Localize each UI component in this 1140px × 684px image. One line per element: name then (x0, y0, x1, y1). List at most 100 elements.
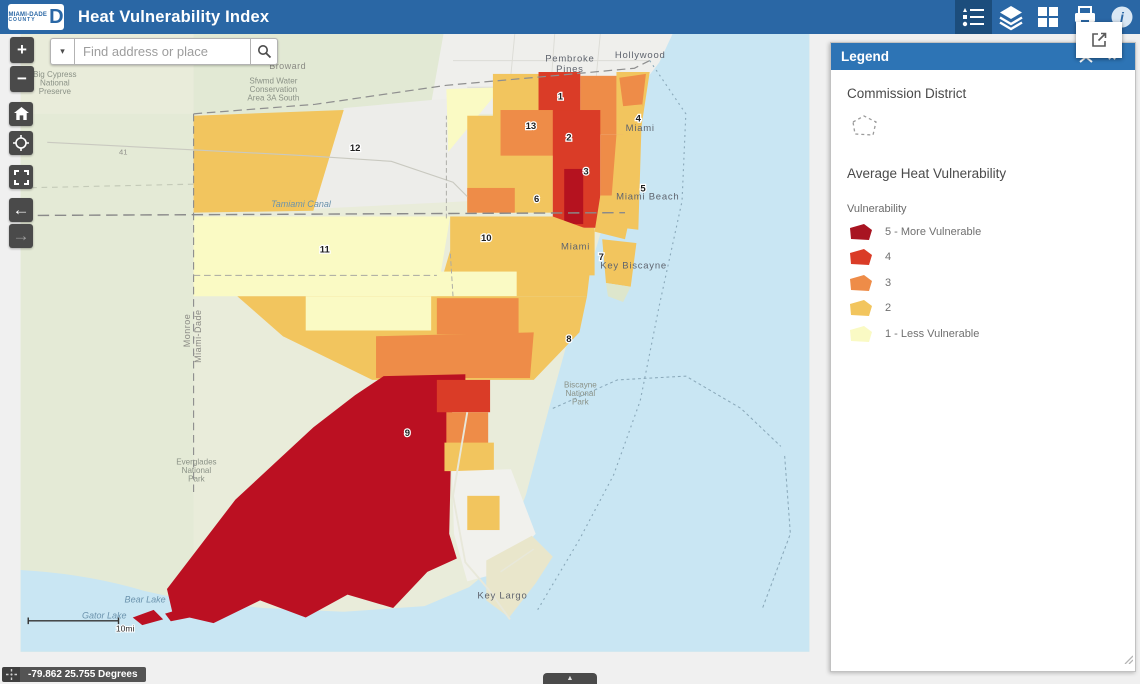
big-cypress-label-2: National (40, 78, 70, 87)
district-label-6: 6 (534, 194, 539, 205)
district-label-12: 12 (350, 143, 361, 154)
panel-resize-handle[interactable] (1123, 651, 1134, 669)
city-label-pembroke: Pembroke (545, 54, 594, 65)
legend-item-label: 5 - More Vulnerable (885, 225, 982, 238)
scale-bar: 10mi (27, 617, 135, 635)
get-coordinates-button[interactable] (2, 667, 20, 682)
city-label-miami-ne: Miami (626, 123, 655, 134)
basemap-gallery-tool-button[interactable] (1029, 0, 1066, 34)
logo-line1: MIAMI-DADE (8, 11, 48, 18)
map-canvas[interactable]: Pines Blvd 820 41 Broward Sfwmd Water Co… (0, 34, 830, 684)
search-widget: ▾ (50, 38, 278, 65)
svg-text:i: i (1120, 9, 1125, 25)
sfwmd-label-3: Area 3A South (247, 94, 299, 103)
city-label-pines: Pines (556, 64, 584, 75)
chevron-down-icon: ▾ (60, 46, 65, 56)
legend-panel: Legend × Commission District Average Hea… (830, 42, 1136, 672)
legend-swatch-2 (850, 300, 872, 317)
my-location-button[interactable] (9, 131, 33, 155)
logo-letter: D (49, 6, 64, 28)
attribute-table-toggle[interactable]: ▲ (543, 673, 597, 684)
legend-tool-button[interactable] (955, 0, 992, 34)
coordinate-readout: -79.862 25.755 Degrees (20, 667, 146, 682)
district-label-2: 2 (566, 132, 571, 143)
biscayne-np-label-3: Park (572, 398, 590, 407)
city-label-miami: Miami (561, 242, 590, 253)
biscayne-np-label-1: Biscayne (564, 381, 597, 390)
search-input[interactable] (74, 38, 250, 65)
water-label-bear-lake: Bear Lake (125, 594, 166, 604)
miami-dade-logo[interactable]: MIAMI-DADE COUNTY D (8, 4, 64, 30)
sfwmd-label-2: Conservation (250, 85, 298, 94)
legend-sublabel-vulnerability: Vulnerability (847, 203, 907, 215)
county-label-monroe: Monroe (182, 314, 192, 347)
previous-extent-button[interactable]: ← (9, 198, 33, 222)
city-label-key-biscayne: Key Biscayne (600, 261, 667, 272)
app-header: MIAMI-DADE COUNTY D Heat Vulnerability I… (0, 0, 1140, 34)
county-label-broward: Broward (269, 61, 306, 71)
zoom-out-button[interactable]: − (10, 66, 34, 92)
legend-item-label: 2 (885, 302, 892, 315)
legend-item-label: 1 - Less Vulnerable (885, 327, 980, 340)
legend-swatch-3 (850, 274, 872, 291)
city-label-key-largo: Key Largo (477, 590, 527, 601)
legend-item-label: 4 (885, 251, 892, 264)
minus-icon: − (17, 69, 27, 88)
district-label-9: 9 (405, 428, 410, 439)
district-label-8: 8 (566, 334, 571, 345)
crosshair-location-icon (13, 135, 29, 151)
district-label-4: 4 (636, 113, 642, 124)
city-label-hollywood: Hollywood (615, 50, 666, 61)
water-label-tamiami-canal: Tamiami Canal (271, 199, 332, 209)
district-label-7: 7 (599, 252, 604, 263)
big-cypress-label-1: Big Cypress (33, 70, 76, 79)
grid-icon (1037, 7, 1058, 27)
home-button[interactable] (9, 102, 33, 126)
district-label-5: 5 (640, 184, 646, 195)
district-label-3: 3 (583, 167, 588, 178)
layers-icon (998, 6, 1023, 31)
legend-item-4: 4 (847, 245, 1119, 271)
next-extent-button[interactable]: → (9, 224, 33, 248)
legend-swatch-1 (850, 325, 872, 342)
coordinate-crosshair-icon (5, 669, 17, 680)
barrier-islands (486, 73, 646, 618)
scale-bar-label: 10mi (116, 624, 135, 634)
water-region (20, 34, 810, 652)
legend-item-5: 5 - More Vulnerable (847, 219, 1119, 245)
open-in-new-icon (1092, 32, 1107, 47)
arrow-left-icon: ← (12, 200, 30, 219)
road-label-41: 41 (119, 148, 127, 157)
legend-item-label: 3 (885, 276, 892, 289)
search-icon (257, 45, 271, 59)
search-button[interactable] (250, 38, 278, 65)
sfwmd-label-1: Sfwmd Water (249, 76, 297, 85)
water-label-gator-lake: Gator Lake (82, 610, 127, 620)
everglades-label-1: Everglades (176, 457, 216, 466)
page-title: Heat Vulnerability Index (78, 7, 270, 26)
commission-district-symbol (852, 115, 877, 136)
search-source-dropdown[interactable]: ▾ (50, 38, 74, 65)
resize-grip-icon (1124, 655, 1134, 665)
full-extent-icon (13, 169, 29, 185)
zoom-in-button[interactable]: + (10, 37, 34, 63)
export-popup[interactable] (1076, 22, 1122, 58)
arrow-right-icon: → (12, 226, 30, 245)
everglades-label-2: National (182, 466, 212, 475)
full-extent-button[interactable] (9, 165, 33, 189)
district-label-1: 1 (558, 92, 564, 103)
biscayne-np-label-2: National (566, 389, 596, 398)
legend-panel-body: Commission District Average Heat Vulnera… (831, 70, 1135, 363)
legend-item-2: 2 (847, 296, 1119, 322)
logo-line2: COUNTY (8, 16, 36, 23)
chevron-up-icon: ▲ (566, 675, 574, 682)
district-label-10: 10 (481, 233, 492, 244)
district-number-labels: 1 2 3 4 5 6 7 8 9 10 11 12 13 (318, 90, 647, 440)
legend-list-icon (962, 8, 984, 27)
home-icon (13, 107, 29, 120)
legend-section-avg-heat-vulnerability: Average Heat Vulnerability (847, 166, 1007, 181)
layers-tool-button[interactable] (992, 0, 1029, 34)
legend-swatch-4 (850, 249, 872, 266)
district-label-11: 11 (320, 245, 331, 256)
